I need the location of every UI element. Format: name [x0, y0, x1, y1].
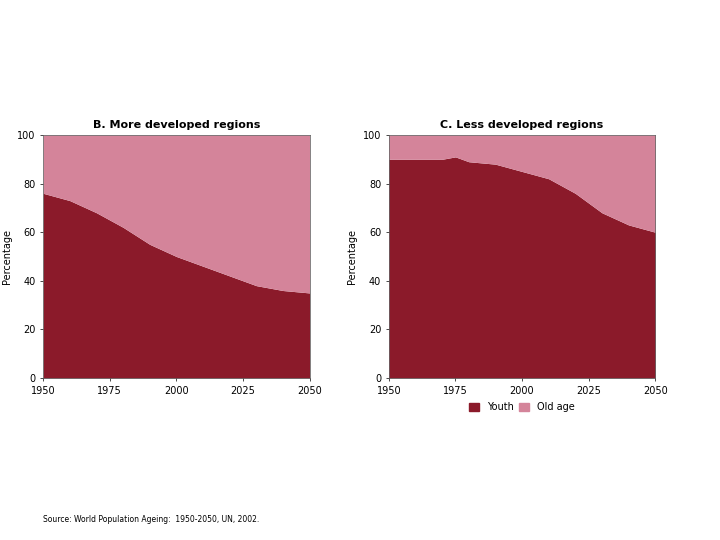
- Legend: Youth, Old age: Youth, Old age: [465, 399, 579, 416]
- Text: Source: World Population Ageing:  1950-2050, UN, 2002.: Source: World Population Ageing: 1950-20…: [43, 515, 259, 524]
- Title: C. Less developed regions: C. Less developed regions: [441, 120, 603, 130]
- Title: B. More developed regions: B. More developed regions: [93, 120, 260, 130]
- Y-axis label: Percentage: Percentage: [1, 229, 12, 284]
- Y-axis label: Percentage: Percentage: [347, 229, 357, 284]
